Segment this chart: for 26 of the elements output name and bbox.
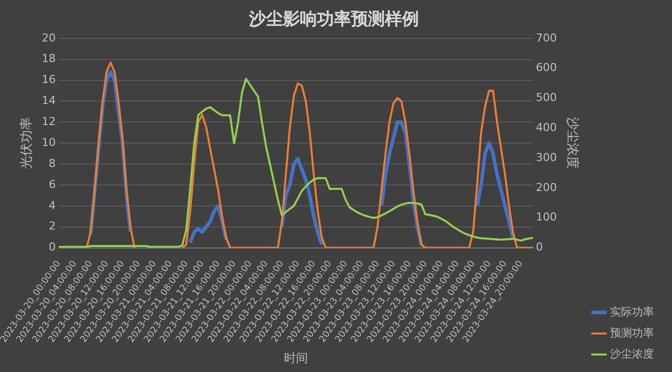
x-axis-title: 时间 [284,350,308,365]
y2-tick-label: 600 [536,61,557,74]
y-tick-label: 10 [42,136,56,149]
legend-label: 预测功率 [610,326,654,340]
y2-tick-label: 0 [536,240,543,254]
y-tick-label: 2 [48,220,56,233]
y2-tick-label: 400 [536,120,557,134]
y-tick-label: 4 [48,198,56,212]
y-axis-title: 光伏功率 [18,117,34,170]
y-tick-label: 14 [42,94,56,108]
y-tick-label: 20 [42,31,56,44]
chart-title: 沙尘影响功率预测样例 [248,10,419,30]
y-tick-label: 18 [42,52,56,66]
y2-tick-label: 200 [536,180,557,194]
y-tick-label: 16 [42,73,56,86]
y2-tick-label: 700 [536,31,557,44]
y2-tick-label: 300 [536,150,557,164]
y2-tick-label: 100 [536,210,557,224]
legend-label: 沙尘浓度 [610,347,654,360]
y2-tick-label: 500 [536,91,557,104]
y2-axis-title: 沙尘浓度 [564,117,580,170]
legend-label: 实际功率 [610,305,654,318]
y-tick-label: 12 [42,115,56,128]
y-tick-label: 6 [48,178,56,191]
y-tick-label: 0 [48,240,56,254]
y-tick-label: 8 [48,156,56,170]
